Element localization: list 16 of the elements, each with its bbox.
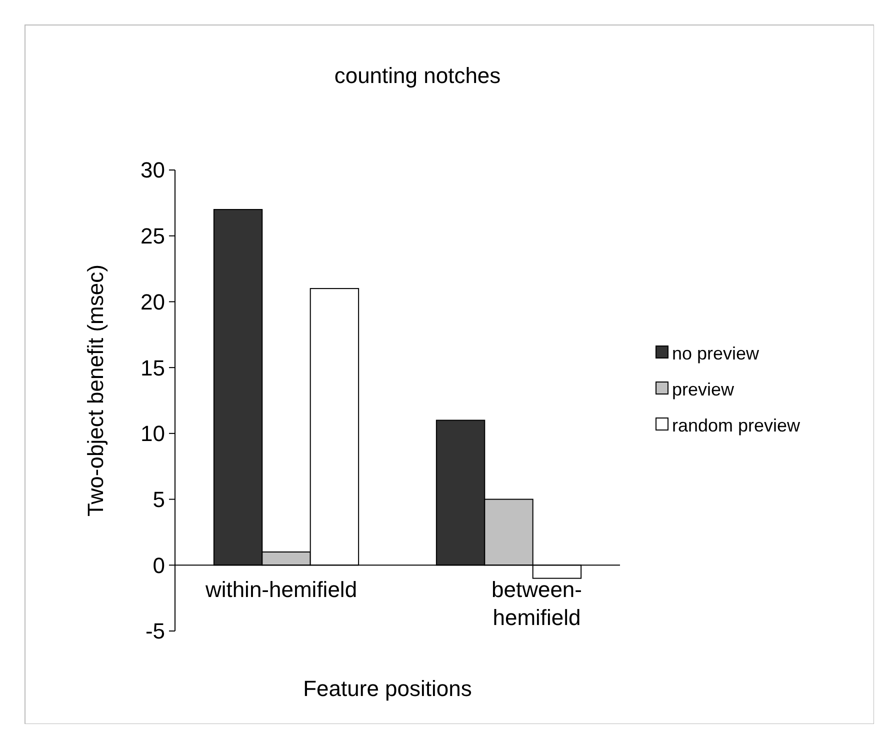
y-tick-label: 10 xyxy=(140,421,165,446)
legend-label: no preview xyxy=(672,343,760,364)
x-tick-label: within-hemifield xyxy=(204,577,358,602)
y-tick-label: 0 xyxy=(152,552,165,578)
y-axis-title: Two-object benefit (msec) xyxy=(83,264,108,516)
y-tick-label: 15 xyxy=(140,355,165,380)
legend-label: preview xyxy=(672,379,736,400)
y-tick-label: 20 xyxy=(140,289,165,314)
y-tick-label: 25 xyxy=(140,224,165,249)
y-tick-label: -5 xyxy=(145,618,165,644)
x-axis-title: Feature positions xyxy=(303,676,472,701)
y-tick-label: 30 xyxy=(140,158,165,183)
x-tick-label: between-hemifield xyxy=(491,577,582,630)
chart-title: counting notches xyxy=(334,63,501,88)
y-tick-label: 5 xyxy=(152,486,165,512)
legend-label: random preview xyxy=(672,415,802,436)
